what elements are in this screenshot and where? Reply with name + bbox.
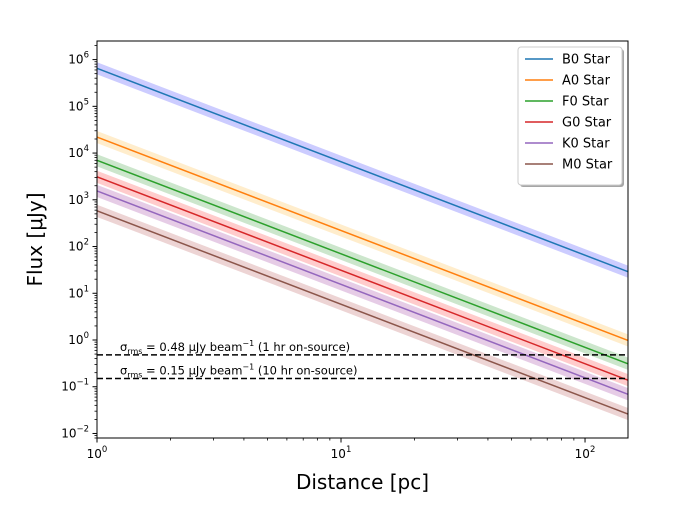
y-tick-base: 10 <box>61 380 76 394</box>
legend-label: B0 Star <box>562 53 611 68</box>
threshold-sigma: σ <box>120 364 127 378</box>
x-tick-label: 102 <box>575 445 596 461</box>
threshold-sup: −1 <box>242 363 254 372</box>
y-tick-base: 10 <box>68 240 83 254</box>
line-k0-star <box>96 190 629 395</box>
legend-label: A0 Star <box>562 74 611 89</box>
legend-box <box>517 46 623 186</box>
x-tick-exp: 1 <box>346 445 351 455</box>
x-tick-label: 100 <box>87 445 108 461</box>
threshold-note: (1 hr on-source) <box>254 340 350 354</box>
threshold-label-1: σrms = 0.48 μJy beam−1 (1 hr on-source) <box>120 339 350 356</box>
y-tick-exp: 2 <box>84 238 89 248</box>
legend-label: F0 Star <box>562 95 609 110</box>
x-tick-base: 10 <box>87 447 102 461</box>
y-tick-exp: 4 <box>84 144 89 154</box>
threshold-sub: rms <box>127 371 142 380</box>
legend-label: G0 Star <box>562 116 612 131</box>
legend-label: K0 Star <box>562 137 610 152</box>
threshold-value: = 0.15 μJy beam <box>142 364 242 378</box>
line-m0-star <box>96 210 629 415</box>
x-tick-base: 10 <box>331 447 346 461</box>
legend: B0 Star A0 Star F0 Star G0 Star K0 Star M0 St… <box>517 46 624 187</box>
x-tick-base: 10 <box>575 447 590 461</box>
y-tick-exp: 6 <box>84 51 89 61</box>
threshold-label-2: σrms = 0.15 μJy beam−1 (10 hr on-source) <box>120 363 357 380</box>
plot-frame <box>96 40 629 439</box>
y-tick-label: 10−2 <box>61 424 89 440</box>
reference-lines: σrms = 0.48 μJy beam−1 (1 hr on-source)σ… <box>97 339 628 380</box>
y-axis-label: Flux [μJy] <box>23 193 47 287</box>
y-tick-exp: 5 <box>84 97 89 107</box>
legend-label: M0 Star <box>562 158 613 173</box>
y-tick-exp: −1 <box>76 378 89 388</box>
y-tick-exp: 0 <box>84 331 89 341</box>
line-f0-star <box>96 159 629 365</box>
y-tick-base: 10 <box>68 146 83 160</box>
y-tick-label: 106 <box>68 51 89 67</box>
x-tick-label: 101 <box>331 445 352 461</box>
y-tick-base: 10 <box>68 193 83 207</box>
threshold-value: = 0.48 μJy beam <box>142 340 242 354</box>
threshold-sup: −1 <box>242 339 254 348</box>
x-tick-exp: 0 <box>102 445 107 455</box>
y-tick-base: 10 <box>68 53 83 67</box>
x-axis-label: Distance [pc] <box>296 470 429 494</box>
y-tick-label: 104 <box>68 144 89 160</box>
x-tick-exp: 2 <box>590 445 595 455</box>
y-tick-base: 10 <box>68 99 83 113</box>
series-lines <box>96 67 629 415</box>
x-axis-ticks: 100 101 102 <box>87 438 596 461</box>
line-a0-star <box>96 136 629 342</box>
threshold-sigma: σ <box>120 340 127 354</box>
y-tick-base: 10 <box>68 333 83 347</box>
y-tick-label: 103 <box>68 191 89 207</box>
y-tick-exp: 3 <box>84 191 89 201</box>
y-tick-label: 101 <box>68 284 89 300</box>
y-tick-exp: −2 <box>76 424 89 434</box>
y-tick-exp: 1 <box>84 284 89 294</box>
y-tick-label: 100 <box>68 331 89 347</box>
y-tick-base: 10 <box>61 426 76 440</box>
y-tick-label: 105 <box>68 97 89 113</box>
line-b0-star <box>96 67 629 273</box>
y-tick-label: 102 <box>68 238 89 254</box>
y-tick-base: 10 <box>68 286 83 300</box>
line-g0-star <box>96 176 629 381</box>
threshold-note: (10 hr on-source) <box>254 364 357 378</box>
y-tick-label: 10−1 <box>61 378 89 394</box>
threshold-sub: rms <box>127 347 142 356</box>
